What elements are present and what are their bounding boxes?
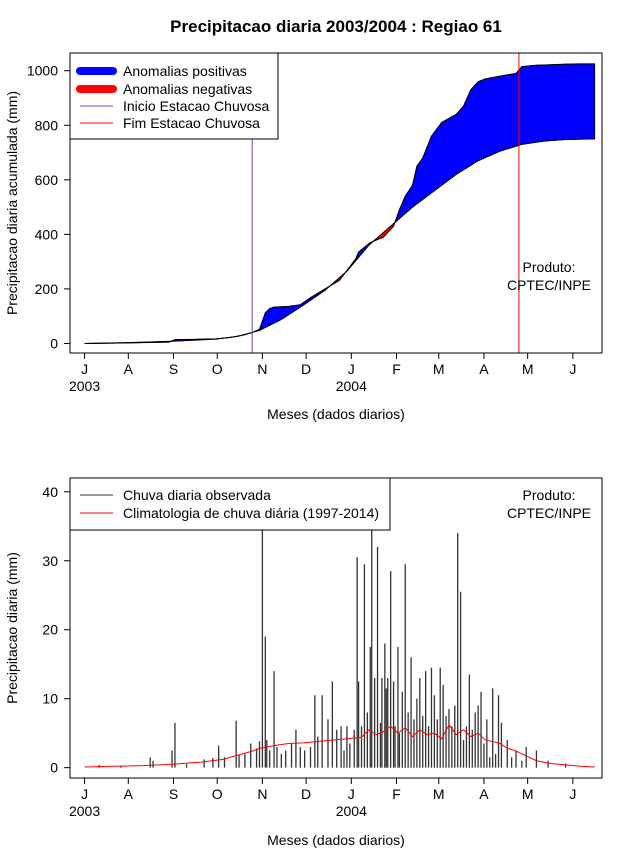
- daily-x-tick-label: J: [569, 786, 576, 802]
- legend-label-climatology: Climatologia de chuva diária (1997-2014): [123, 505, 379, 521]
- daily-x-tick-label: D: [301, 786, 311, 802]
- daily-x-tick-label: J: [81, 786, 88, 802]
- daily-x-tick-label: M: [522, 786, 534, 802]
- cumulative-x-tick-label: J: [569, 361, 576, 377]
- cumulative-x-tick-label: N: [257, 361, 267, 377]
- daily-x-tick-label: F: [392, 786, 401, 802]
- product-note-2-line-1: Produto:: [523, 487, 576, 503]
- cumulative-x-tick-label: J: [348, 361, 355, 377]
- cumulative-y-tick-label: 1000: [27, 63, 58, 79]
- cumulative-y-axis-label: Precipitacao diaria acumulada (mm): [4, 91, 20, 315]
- daily-y-tick-label: 0: [50, 760, 58, 776]
- cumulative-x-tick-label: J: [81, 361, 88, 377]
- daily-y-tick-label: 30: [42, 553, 58, 569]
- daily-x-tick-label: M: [433, 786, 445, 802]
- daily-climatology-line: [84, 723, 595, 768]
- cumulative-x-tick-label: S: [169, 361, 178, 377]
- positive-anomaly-area: [394, 63, 596, 223]
- cumulative-year-label: 2004: [336, 378, 367, 394]
- legend-label-positive: Anomalias positivas: [123, 63, 247, 79]
- product-note-line-2: CPTEC/INPE: [507, 277, 591, 293]
- cumulative-y-tick-label: 400: [35, 226, 59, 242]
- daily-legend-box: [69, 477, 391, 531]
- daily-y-tick-label: 10: [42, 691, 58, 707]
- legend-label-negative: Anomalias negativas: [123, 81, 252, 97]
- cumulative-y-tick-label: 800: [35, 117, 59, 133]
- legend-label-observed: Chuva diaria observada: [123, 487, 271, 503]
- cumulative-x-tick-label: F: [392, 361, 401, 377]
- cumulative-x-tick-label: O: [212, 361, 223, 377]
- cumulative-y-tick-label: 0: [50, 335, 58, 351]
- cumulative-x-tick-label: D: [301, 361, 311, 377]
- daily-y-axis-label: Precipitacao diaria (mm): [4, 552, 20, 704]
- cumulative-x-tick-label: A: [479, 361, 489, 377]
- cumulative-year-label: 2003: [69, 378, 100, 394]
- daily-x-tick-label: J: [348, 786, 355, 802]
- product-note-2-line-2: CPTEC/INPE: [507, 505, 591, 521]
- cumulative-x-axis-label: Meses (dados diarios): [267, 406, 405, 422]
- daily-year-label: 2003: [69, 803, 100, 819]
- chart-title: Precipitacao diaria 2003/2004 : Regiao 6…: [170, 17, 502, 36]
- daily-x-axis-label: Meses (dados diarios): [267, 832, 405, 848]
- climatology-cumulative-line: [84, 138, 595, 344]
- legend-label-season-end: Fim Estacao Chuvosa: [123, 115, 260, 131]
- daily-x-tick-label: O: [212, 786, 223, 802]
- cumulative-y-tick-label: 600: [35, 172, 59, 188]
- daily-y-tick-label: 20: [42, 622, 58, 638]
- cumulative-y-tick-label: 200: [35, 281, 59, 297]
- cumulative-x-tick-label: A: [124, 361, 134, 377]
- daily-y-tick-label: 40: [42, 484, 58, 500]
- legend-label-season-start: Inicio Estacao Chuvosa: [123, 98, 270, 114]
- daily-x-tick-label: N: [257, 786, 267, 802]
- daily-x-tick-label: A: [124, 786, 134, 802]
- daily-x-tick-label: A: [479, 786, 489, 802]
- daily-year-label: 2004: [336, 803, 367, 819]
- cumulative-x-tick-label: M: [433, 361, 445, 377]
- cumulative-x-tick-label: M: [522, 361, 534, 377]
- daily-x-tick-label: S: [169, 786, 178, 802]
- cumulative-plot-frame: [69, 52, 603, 354]
- product-note-line-1: Produto:: [523, 259, 576, 275]
